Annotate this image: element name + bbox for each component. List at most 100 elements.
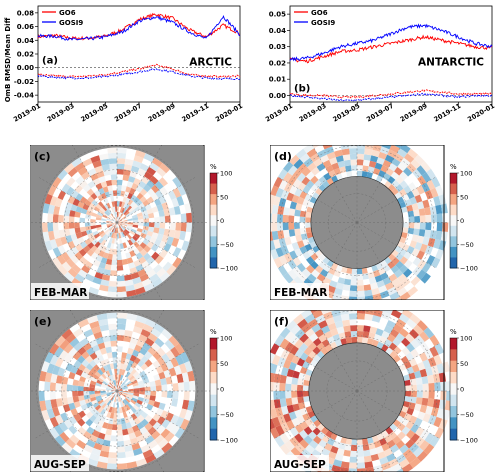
data-cell <box>112 401 116 408</box>
panel-label: (d) <box>274 150 292 163</box>
data-cell <box>111 351 117 358</box>
data-cell <box>121 383 126 388</box>
data-cell <box>401 346 411 356</box>
data-cell <box>112 232 116 239</box>
data-cell <box>52 247 62 258</box>
data-cell <box>152 413 161 422</box>
data-cell <box>141 374 148 381</box>
data-cell <box>96 379 103 385</box>
data-cell <box>161 419 171 429</box>
data-cell <box>427 374 435 384</box>
data-cell <box>89 352 98 360</box>
data-cell <box>114 385 117 391</box>
data-cell <box>87 405 95 412</box>
data-cell <box>79 226 86 233</box>
data-cell <box>125 404 131 411</box>
panel-label: (b) <box>294 83 310 94</box>
data-cell <box>140 411 149 419</box>
colorbar-tick-label: 100 <box>460 335 472 343</box>
series-line <box>289 34 493 64</box>
data-cell <box>117 388 123 391</box>
x-tick-label: 2019-07 <box>113 102 143 124</box>
data-cell <box>405 439 415 449</box>
data-cell <box>412 256 422 267</box>
region-label: ANTARCTIC <box>418 57 484 69</box>
data-cell <box>292 403 300 412</box>
data-cell <box>74 162 85 172</box>
data-cell <box>419 215 426 223</box>
data-cell <box>137 396 144 402</box>
data-cell <box>398 363 407 372</box>
colorbar-tick-label: −100 <box>460 265 478 273</box>
data-cell <box>114 238 117 244</box>
data-cell <box>107 286 117 293</box>
data-cell <box>98 176 106 183</box>
data-cell <box>44 193 53 205</box>
data-cell <box>160 363 169 372</box>
data-cell <box>357 279 364 286</box>
data-cell <box>102 380 109 386</box>
data-cell <box>78 248 87 257</box>
data-cell <box>128 366 134 374</box>
data-cell <box>127 223 133 227</box>
data-cell <box>113 218 117 223</box>
data-cell <box>289 154 300 166</box>
data-cell <box>127 222 134 225</box>
colorbar-unit: % <box>210 328 217 336</box>
data-cell <box>419 243 428 253</box>
data-cell <box>171 237 180 248</box>
data-cell <box>419 440 430 451</box>
data-cell <box>288 411 297 421</box>
data-cell <box>84 260 93 269</box>
data-cell <box>392 435 402 445</box>
data-cell <box>156 167 167 178</box>
data-cell <box>69 228 76 235</box>
data-cell <box>399 328 409 338</box>
data-cell <box>151 184 160 194</box>
data-cell <box>120 226 125 231</box>
data-cell <box>144 351 153 360</box>
colorbar-segment <box>450 383 457 396</box>
data-cell <box>127 199 134 206</box>
data-cell <box>384 282 395 291</box>
data-cell <box>135 150 146 159</box>
data-cell <box>100 366 106 374</box>
data-cell <box>119 201 123 207</box>
data-cell <box>137 268 147 277</box>
data-cell <box>107 291 117 298</box>
data-cell <box>161 353 171 363</box>
data-cell <box>279 338 290 350</box>
data-cell <box>430 365 439 375</box>
data-cell <box>117 391 119 397</box>
data-cell <box>389 145 400 154</box>
data-cell <box>322 277 332 286</box>
data-cell <box>273 382 280 391</box>
data-cell <box>362 438 369 445</box>
data-cell <box>142 449 154 459</box>
data-cell <box>166 236 174 245</box>
data-cell <box>127 373 133 380</box>
data-cell <box>107 384 113 389</box>
data-cell <box>431 176 441 188</box>
data-cell <box>285 397 293 406</box>
data-cell <box>68 216 75 223</box>
data-cell <box>399 201 407 209</box>
data-cell <box>117 152 127 159</box>
data-cell <box>160 378 167 386</box>
data-cell <box>117 147 127 154</box>
data-cell <box>140 206 147 213</box>
data-cell <box>75 193 83 202</box>
data-cell <box>351 274 357 280</box>
data-cell <box>122 391 129 394</box>
data-cell <box>184 361 193 373</box>
data-cell <box>340 313 350 321</box>
data-cell <box>322 159 332 168</box>
data-cell <box>291 377 299 385</box>
x-tick-label: 2019-11 <box>432 102 462 124</box>
data-cell <box>315 314 326 324</box>
data-cell <box>108 248 114 255</box>
data-cell <box>121 217 127 221</box>
data-cell <box>115 385 117 391</box>
data-cell <box>156 267 167 278</box>
